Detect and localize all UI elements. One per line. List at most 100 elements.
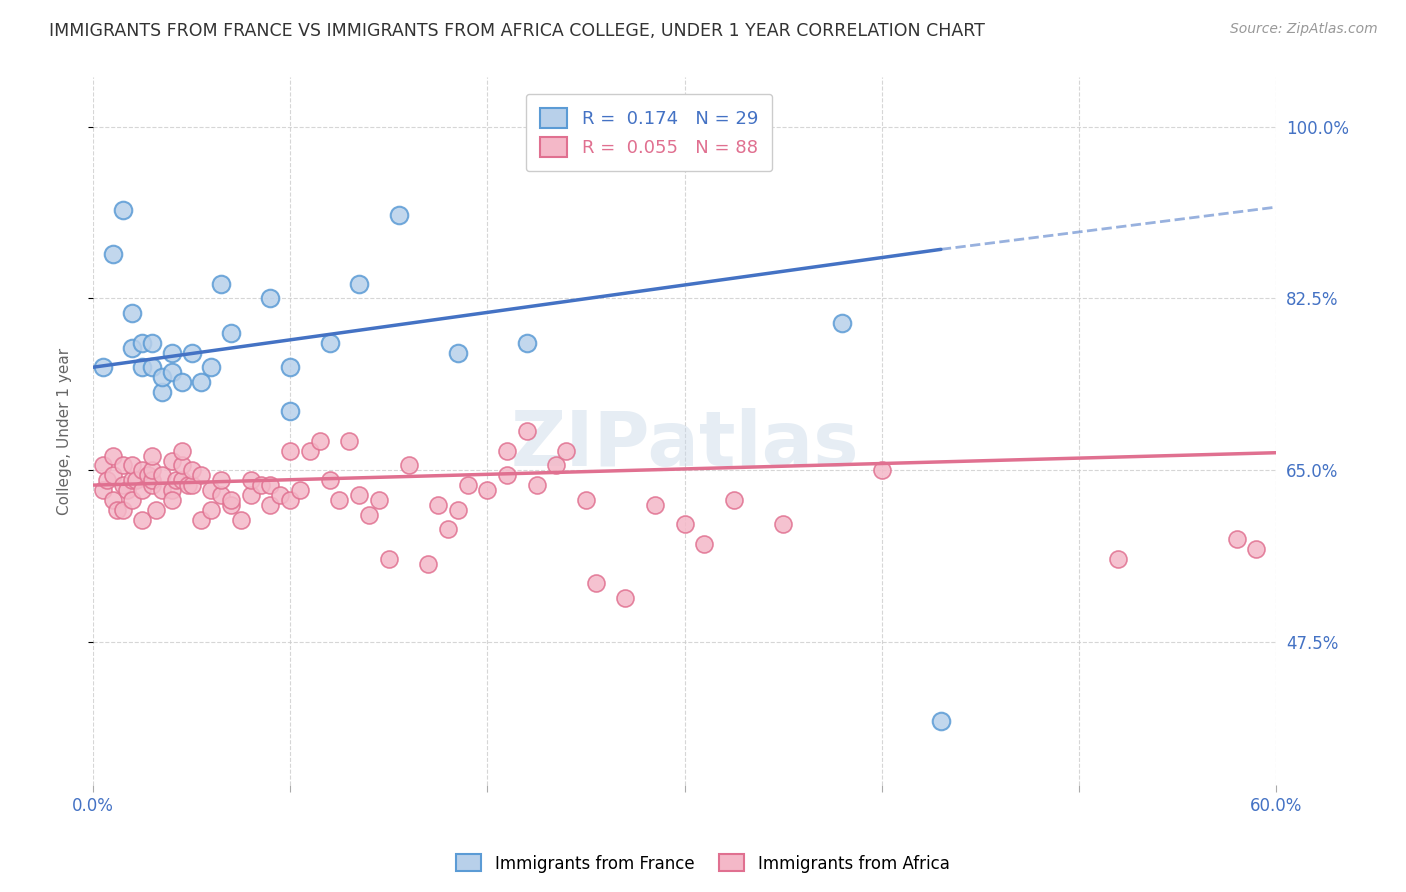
- Point: [831, 316, 853, 330]
- Point: [288, 483, 311, 497]
- Point: [337, 434, 360, 448]
- Point: [546, 458, 568, 473]
- Point: [150, 370, 173, 384]
- Point: [229, 512, 252, 526]
- Point: [121, 306, 143, 320]
- Point: [150, 468, 173, 483]
- Point: [427, 498, 450, 512]
- Point: [496, 443, 519, 458]
- Point: [772, 517, 794, 532]
- Point: [125, 473, 148, 487]
- Point: [249, 478, 271, 492]
- Point: [318, 473, 340, 487]
- Point: [131, 483, 153, 497]
- Point: [1246, 541, 1268, 556]
- Point: [200, 502, 222, 516]
- Point: [209, 277, 232, 291]
- Point: [131, 360, 153, 375]
- Point: [121, 341, 143, 355]
- Point: [209, 473, 232, 487]
- Point: [91, 483, 114, 497]
- Point: [160, 492, 183, 507]
- Point: [141, 335, 163, 350]
- Point: [136, 468, 159, 483]
- Point: [929, 714, 952, 728]
- Point: [141, 360, 163, 375]
- Point: [160, 453, 183, 467]
- Point: [418, 557, 440, 571]
- Point: [526, 478, 548, 492]
- Point: [644, 498, 666, 512]
- Point: [239, 488, 262, 502]
- Point: [101, 247, 124, 261]
- Point: [219, 498, 242, 512]
- Point: [457, 478, 479, 492]
- Point: [585, 576, 607, 591]
- Point: [477, 483, 499, 497]
- Point: [105, 502, 128, 516]
- Point: [121, 458, 143, 473]
- Point: [165, 473, 187, 487]
- Point: [180, 463, 202, 477]
- Point: [447, 345, 470, 359]
- Point: [278, 443, 301, 458]
- Point: [111, 478, 134, 492]
- Point: [131, 512, 153, 526]
- Point: [278, 360, 301, 375]
- Point: [673, 517, 696, 532]
- Point: [219, 326, 242, 340]
- Point: [111, 202, 134, 217]
- Point: [101, 468, 124, 483]
- Point: [555, 443, 578, 458]
- Point: [180, 345, 202, 359]
- Point: [190, 512, 212, 526]
- Point: [278, 404, 301, 418]
- Point: [170, 473, 193, 487]
- Point: [141, 478, 163, 492]
- Point: [259, 478, 281, 492]
- Point: [496, 468, 519, 483]
- Point: [328, 492, 350, 507]
- Point: [150, 384, 173, 399]
- Point: [141, 473, 163, 487]
- Point: [131, 463, 153, 477]
- Point: [259, 498, 281, 512]
- Point: [160, 365, 183, 379]
- Text: ZIPatlas: ZIPatlas: [510, 409, 859, 483]
- Point: [447, 502, 470, 516]
- Point: [101, 449, 124, 463]
- Point: [693, 537, 716, 551]
- Point: [278, 492, 301, 507]
- Point: [388, 208, 411, 222]
- Point: [200, 360, 222, 375]
- Point: [101, 492, 124, 507]
- Point: [575, 492, 598, 507]
- Point: [160, 483, 183, 497]
- Point: [131, 335, 153, 350]
- Legend: Immigrants from France, Immigrants from Africa: Immigrants from France, Immigrants from …: [450, 847, 956, 880]
- Point: [111, 458, 134, 473]
- Point: [170, 458, 193, 473]
- Point: [190, 468, 212, 483]
- Point: [269, 488, 291, 502]
- Point: [209, 488, 232, 502]
- Point: [150, 483, 173, 497]
- Point: [516, 335, 538, 350]
- Point: [91, 458, 114, 473]
- Point: [160, 345, 183, 359]
- Point: [145, 502, 167, 516]
- Point: [1107, 551, 1129, 566]
- Point: [723, 492, 745, 507]
- Point: [614, 591, 637, 606]
- Point: [219, 492, 242, 507]
- Point: [347, 488, 370, 502]
- Legend: R =  0.174   N = 29, R =  0.055   N = 88: R = 0.174 N = 29, R = 0.055 N = 88: [526, 94, 772, 171]
- Point: [239, 473, 262, 487]
- Y-axis label: College, Under 1 year: College, Under 1 year: [58, 348, 72, 515]
- Point: [870, 463, 893, 477]
- Point: [121, 473, 143, 487]
- Point: [96, 473, 118, 487]
- Point: [170, 443, 193, 458]
- Point: [141, 463, 163, 477]
- Point: [308, 434, 330, 448]
